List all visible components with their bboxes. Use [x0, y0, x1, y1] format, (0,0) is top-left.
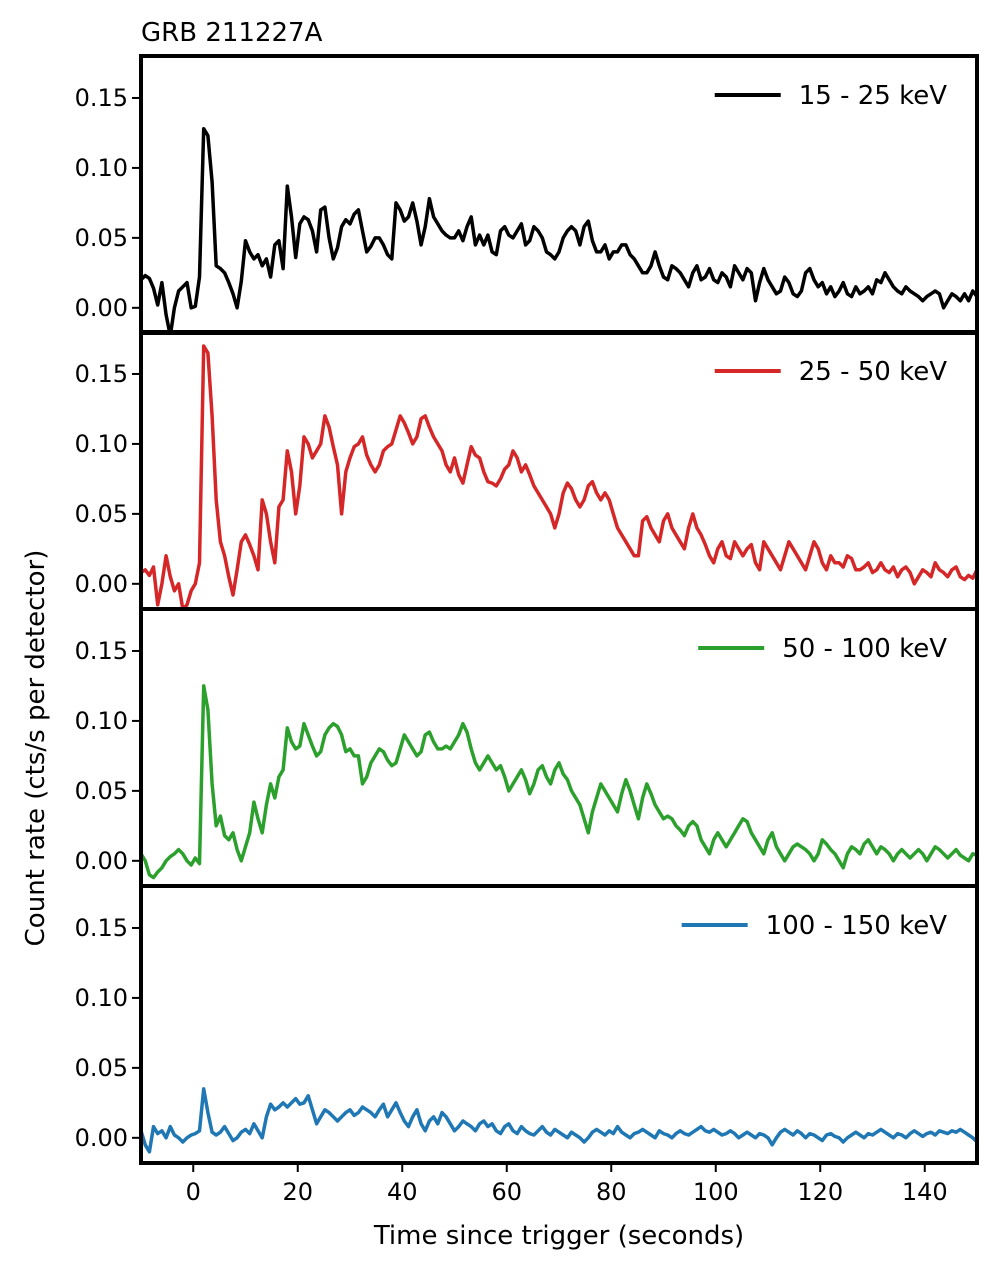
y-tick-label: 0.05: [75, 224, 128, 252]
series-line-panel-1: [141, 126, 977, 333]
x-tick-label: 40: [387, 1178, 418, 1206]
y-tick-label: 0.15: [75, 84, 128, 112]
x-tick-group: 0 20 40 60 80 100 120 140: [186, 1163, 948, 1206]
y-tick-label: 0.05: [75, 500, 128, 528]
legend-label-panel-3: 50 - 100 keV: [782, 634, 947, 664]
x-tick-label: 140: [902, 1178, 948, 1206]
legend-label-panel-4: 100 - 150 keV: [766, 911, 948, 941]
y-tick-label: 0.00: [75, 847, 128, 875]
y-tick-label: 0.15: [75, 637, 128, 665]
series-line-panel-2: [141, 344, 977, 609]
y-axis-title: Count rate (cts/s per detector): [21, 550, 51, 947]
panel-2: 0.00 0.05 0.10 0.15 25 - 50 keV: [75, 330, 979, 611]
x-axis-title: Time since trigger (seconds): [373, 1221, 744, 1251]
panel-frame-4: [139, 884, 979, 1165]
x-tick-label: 80: [596, 1178, 627, 1206]
x-tick-label: 20: [282, 1178, 313, 1206]
y-tick-label: 0.15: [75, 360, 128, 388]
panel-4: 0.00 0.05 0.10 0.15 100 - 150 keV: [75, 884, 979, 1165]
y-tick-label: 0.10: [75, 984, 128, 1012]
y-tick-label: 0.10: [75, 154, 128, 182]
y-tick-label: 0.00: [75, 294, 128, 322]
x-tick-label: 0: [186, 1178, 201, 1206]
x-tick-label: 60: [491, 1178, 522, 1206]
x-tick-label: 100: [693, 1178, 739, 1206]
x-tick-label: 120: [797, 1178, 843, 1206]
y-tick-label: 0.00: [75, 1124, 128, 1152]
series-line-panel-3: [141, 684, 977, 880]
series-line-panel-4: [141, 1087, 977, 1154]
y-tick-label: 0.05: [75, 1054, 128, 1082]
y-tick-label: 0.10: [75, 430, 128, 458]
chart-title: GRB 211227A: [141, 18, 323, 48]
panel-1: 0.00 0.05 0.10 0.15 15 - 25 keV: [75, 54, 979, 335]
y-tick-label: 0.00: [75, 570, 128, 598]
legend-label-panel-1: 15 - 25 keV: [799, 81, 947, 111]
y-tick-label: 0.10: [75, 707, 128, 735]
y-tick-label: 0.15: [75, 914, 128, 942]
legend-label-panel-2: 25 - 50 keV: [799, 357, 947, 387]
panels-group: 0.000.050.100.15 15 - 25 keV0.000.050.100…: [75, 54, 979, 1165]
panel-3: 0.00 0.05 0.10 0.15 50 - 100 keV: [75, 607, 979, 888]
y-tick-label: 0.05: [75, 777, 128, 805]
